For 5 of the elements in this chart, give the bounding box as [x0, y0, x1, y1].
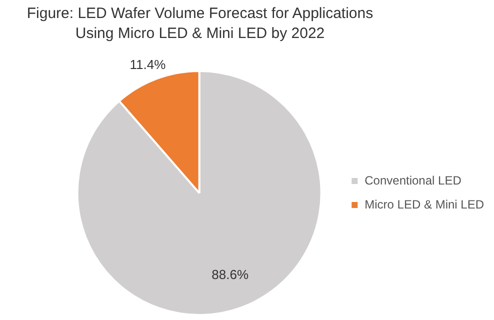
legend-label: Conventional LED: [364, 173, 462, 188]
data-label: 88.6%: [212, 266, 249, 282]
legend-label: Micro LED & Mini LED: [364, 197, 484, 212]
chart-title: Figure: LED Wafer Volume Forecast for Applications Using Micro LED & Mini LED by 2022: [26, 4, 374, 44]
data-label: 11.4%: [130, 57, 166, 72]
